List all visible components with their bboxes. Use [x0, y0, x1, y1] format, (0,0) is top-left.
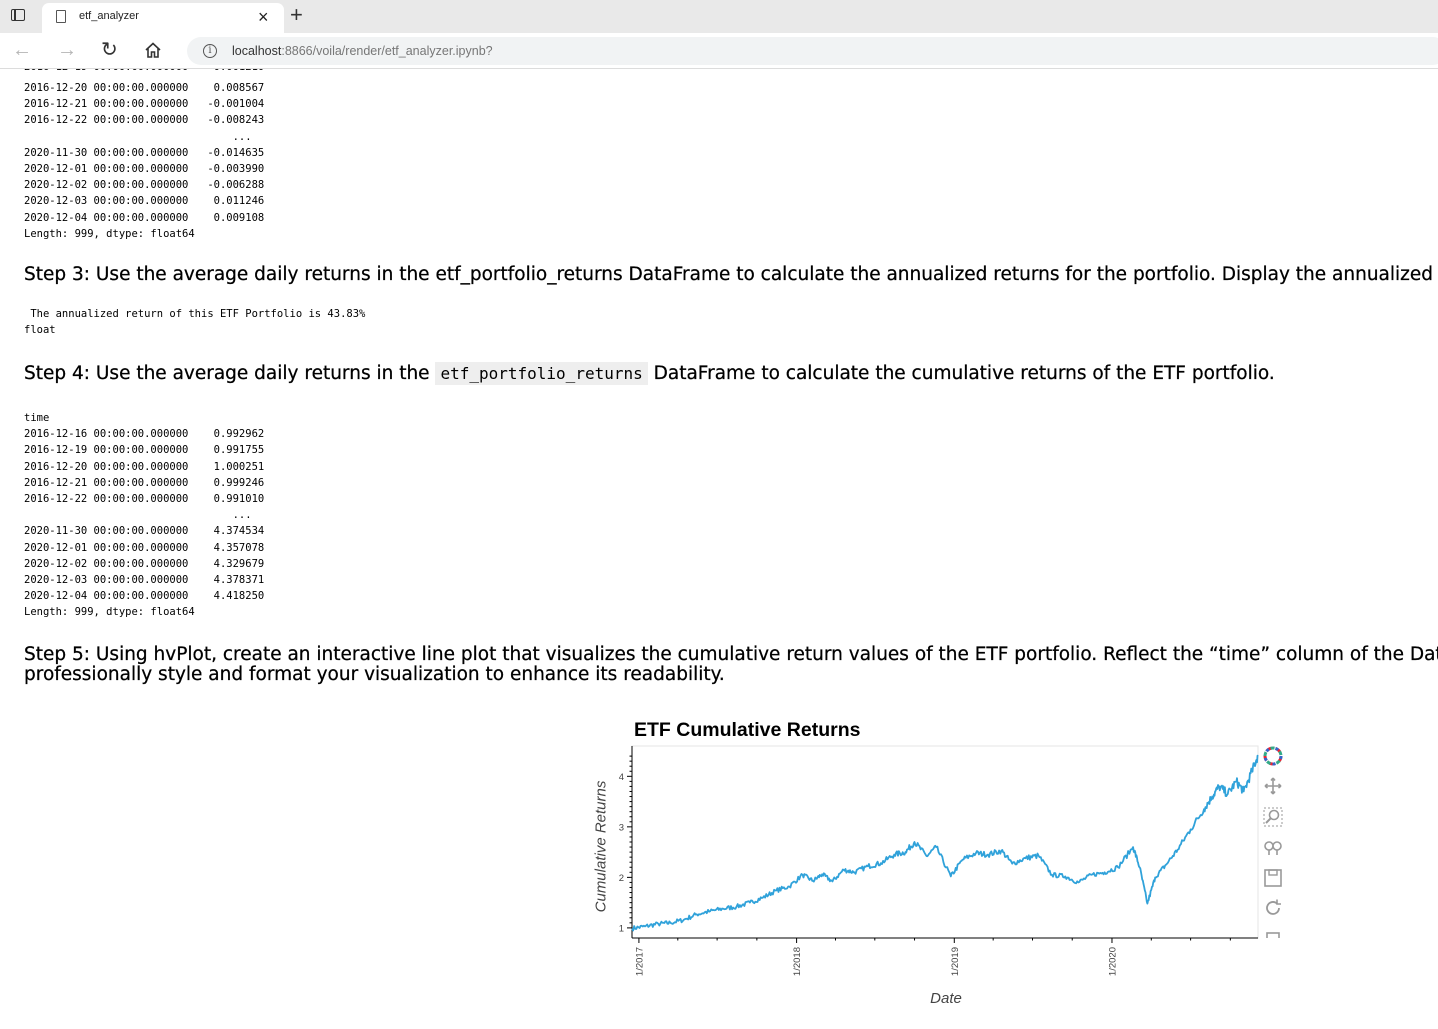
- reload-icon[interactable]: ↻: [101, 39, 118, 61]
- chart-series: [631, 754, 1259, 932]
- reset-icon[interactable]: [1262, 897, 1284, 919]
- browser-toolbar: ← → ↻ i localhost:8866/voila/render/etf_…: [0, 33, 1438, 69]
- new-tab-button[interactable]: +: [290, 2, 303, 27]
- step4-heading: Step 4: Use the average daily returns in…: [24, 362, 1275, 385]
- chart-title: ETF Cumulative Returns: [634, 719, 861, 741]
- step3-heading: Step 3: Use the average daily returns in…: [24, 264, 1438, 285]
- annualized-return-output: The annualized return of this ETF Portfo…: [24, 308, 366, 337]
- step5-heading-line1: Step 5: Using hvPlot, create an interact…: [24, 644, 1438, 665]
- partial-row-cut: 2016-12-19 00:00:00.000000 -0.001210: [24, 69, 264, 75]
- x-tick-label: 1/2017: [634, 947, 645, 976]
- url-path: :8866/voila/render/etf_analyzer.ipynb?: [281, 44, 493, 58]
- chart-ticks: 1 2 3 4 1/2017 1/2018 1/2019 1/2020: [619, 755, 1231, 976]
- pan-tool-icon[interactable]: [1262, 775, 1284, 797]
- x-tick-label: 1/2019: [950, 947, 961, 976]
- browser-tab[interactable]: etf_analyzer ×: [42, 3, 284, 33]
- close-icon[interactable]: ×: [258, 7, 269, 27]
- tab-title: etf_analyzer: [79, 10, 139, 22]
- url-text: localhost:8866/voila/render/etf_analyzer…: [232, 44, 493, 58]
- step4-heading-pre: Step 4: Use the average daily returns in…: [24, 363, 436, 384]
- page-icon: [56, 10, 66, 23]
- hover-tool-icon[interactable]: [1262, 926, 1284, 938]
- x-axis-label: Date: [930, 990, 962, 1007]
- url-host: localhost: [232, 44, 282, 58]
- tab-actions-icon[interactable]: [11, 9, 25, 21]
- x-tick-label: 1/2018: [792, 947, 803, 976]
- save-icon[interactable]: [1262, 867, 1284, 889]
- info-icon[interactable]: i: [203, 44, 217, 58]
- cumulative-returns-chart[interactable]: 1 2 3 4 1/2017 1/2018 1/2019 1/2020: [580, 740, 1280, 990]
- y-tick-label: 3: [619, 822, 624, 833]
- browser-tab-strip: etf_analyzer × +: [0, 0, 1438, 33]
- step5-heading-line2: professionally style and format your vis…: [24, 664, 725, 685]
- x-tick-label: 1/2020: [1107, 947, 1118, 976]
- wheel-zoom-icon[interactable]: [1262, 836, 1284, 858]
- daily-returns-output: 2016-12-20 00:00:00.000000 0.008567 2016…: [24, 82, 265, 240]
- address-bar[interactable]: i localhost:8866/voila/render/etf_analyz…: [187, 37, 1438, 65]
- bokeh-logo-icon[interactable]: [1262, 745, 1284, 767]
- step4-heading-code: etf_portfolio_returns: [435, 362, 648, 385]
- forward-arrow-icon[interactable]: →: [57, 39, 77, 61]
- step4-heading-post: DataFrame to calculate the cumulative re…: [647, 363, 1275, 384]
- y-tick-label: 4: [619, 772, 624, 783]
- y-tick-label: 1: [619, 923, 624, 934]
- home-icon[interactable]: [144, 37, 162, 66]
- y-tick-label: 2: [619, 873, 624, 884]
- back-arrow-icon[interactable]: ←: [12, 39, 32, 61]
- cumulative-returns-line: [631, 754, 1259, 932]
- notebook-content: 2016-12-19 00:00:00.000000 -0.001210 201…: [0, 69, 1438, 1029]
- box-zoom-icon[interactable]: [1262, 806, 1284, 828]
- cumulative-returns-output: time 2016-12-16 00:00:00.000000 0.992962…: [24, 412, 265, 619]
